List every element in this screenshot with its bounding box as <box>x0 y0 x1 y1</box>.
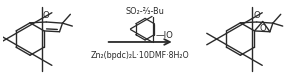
Text: SO₂-⅔-Bu: SO₂-⅔-Bu <box>126 7 164 16</box>
Text: —IO: —IO <box>155 31 173 40</box>
Text: Zn₂(bpdc)₂L·10DMF·8H₂O: Zn₂(bpdc)₂L·10DMF·8H₂O <box>91 51 190 60</box>
Text: O: O <box>43 11 50 20</box>
Text: O: O <box>253 11 260 20</box>
Text: O: O <box>259 24 266 33</box>
